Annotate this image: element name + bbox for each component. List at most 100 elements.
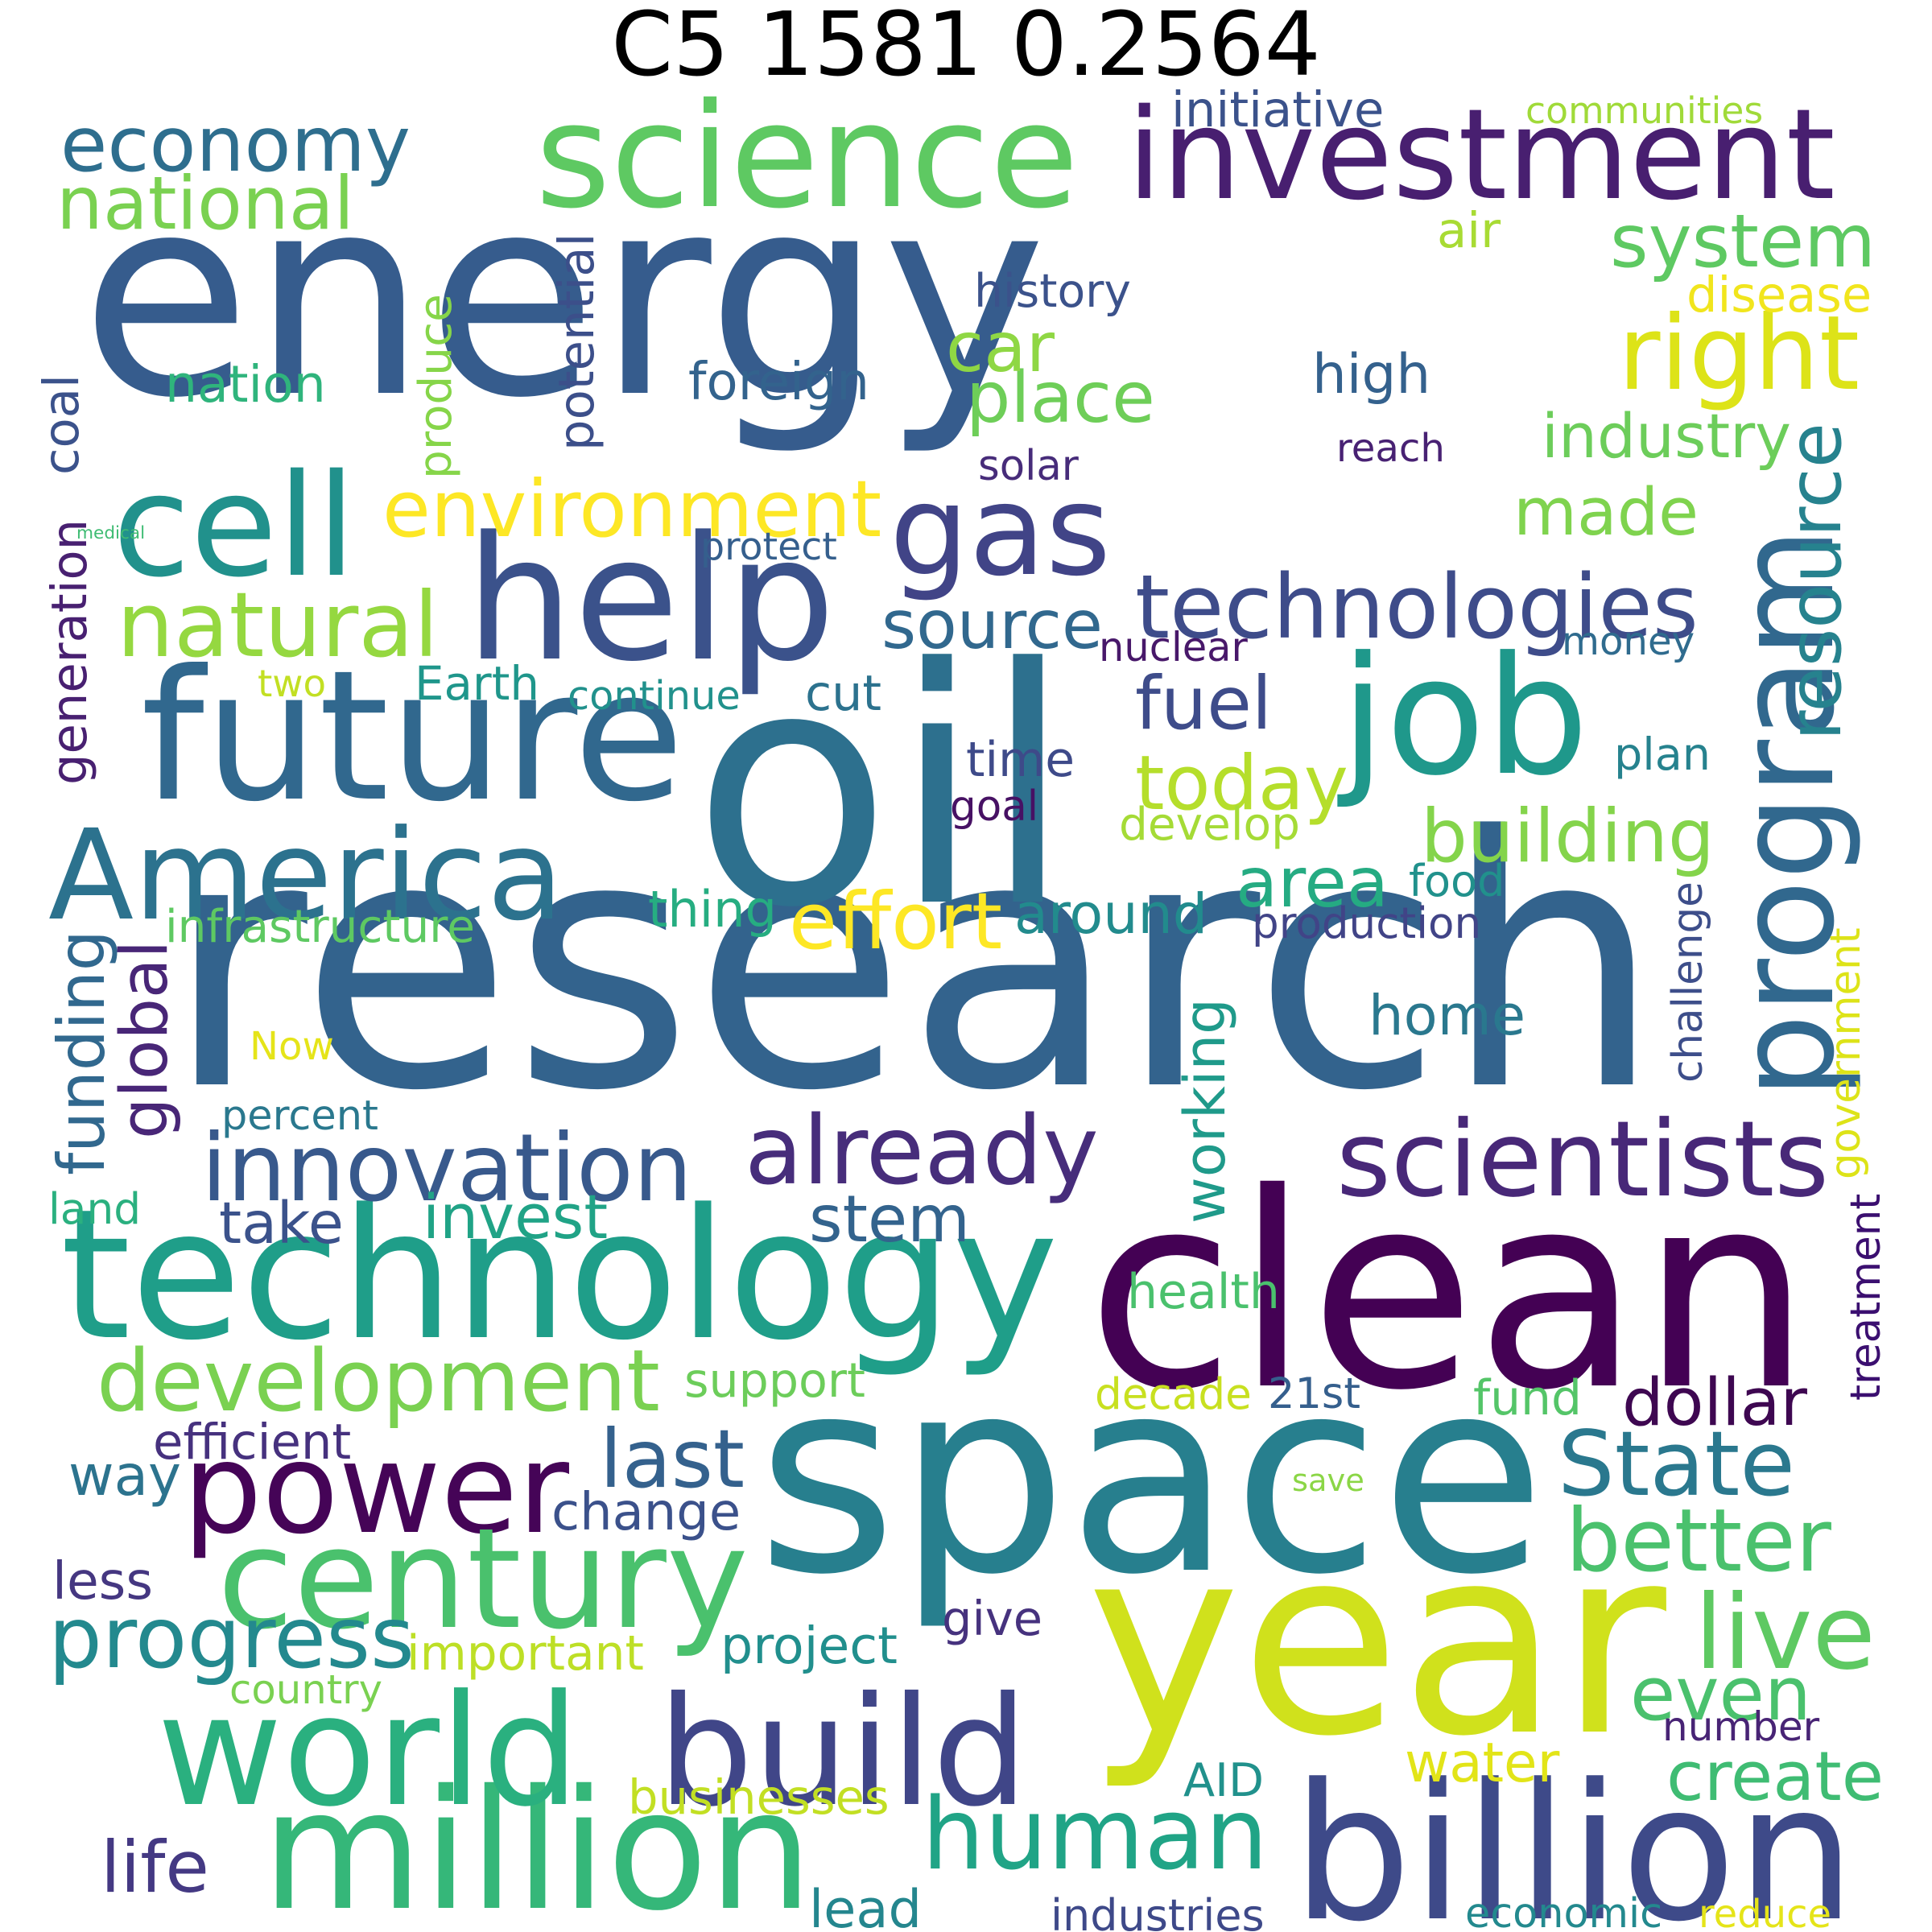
word-century: century <box>217 1498 749 1661</box>
word-country: country <box>229 1666 383 1714</box>
word-generation: generation <box>42 518 99 785</box>
word-building: building <box>1421 794 1715 880</box>
word-money: money <box>1562 619 1695 665</box>
word-potential: potential <box>549 233 606 451</box>
word-job: job <box>1340 621 1589 811</box>
word-live: live <box>1695 1574 1876 1694</box>
word-time: time <box>966 732 1075 789</box>
word-place: place <box>966 357 1155 440</box>
word-cell: cell <box>113 444 356 609</box>
word-treatment: treatment <box>1842 1193 1891 1401</box>
word-gas: gas <box>890 458 1112 605</box>
word-change: change <box>551 1483 741 1543</box>
word-project: project <box>720 1616 898 1676</box>
word-life: life <box>101 1825 209 1909</box>
word-thing: thing <box>648 879 777 939</box>
word-environment: environment <box>382 463 882 555</box>
word-working: working <box>1171 998 1239 1224</box>
word-natural: natural <box>117 572 439 678</box>
word-foreign: foreign <box>688 352 869 412</box>
word-high: high <box>1312 342 1431 407</box>
word-right: right <box>1618 294 1860 415</box>
word-lead: lead <box>809 1878 922 1932</box>
word-coal: coal <box>32 374 90 475</box>
word-medical: medical <box>76 522 146 543</box>
word-economy: economy <box>60 100 411 189</box>
word-produce: produce <box>410 294 463 479</box>
word-reduce: reduce <box>1699 1891 1832 1932</box>
word-better: better <box>1566 1491 1831 1592</box>
word-global: global <box>106 939 183 1139</box>
word-percent: percent <box>221 1092 378 1141</box>
word-space: space <box>757 1319 1546 1633</box>
word-land: land <box>48 1183 142 1234</box>
word-funding: funding <box>43 930 119 1175</box>
word-already: already <box>745 1096 1099 1207</box>
word-solar: solar <box>978 442 1079 491</box>
word-economic: economic <box>1465 1889 1663 1932</box>
word-last: last <box>600 1411 745 1506</box>
word-made: made <box>1513 474 1699 551</box>
word-fund: fund <box>1473 1369 1583 1426</box>
word-number: number <box>1662 1703 1820 1751</box>
word-car: car <box>946 307 1055 388</box>
word-develop: develop <box>1119 798 1300 851</box>
word-technology: technology <box>60 1170 1059 1381</box>
word-protect: protect <box>700 525 837 570</box>
word-less: less <box>52 1550 153 1612</box>
word-innovation: innovation <box>201 1114 693 1223</box>
word-science: science <box>535 72 1079 242</box>
word-decade: decade <box>1095 1368 1252 1419</box>
word-industry: industry <box>1542 400 1792 472</box>
word-national: national <box>56 159 355 246</box>
word-investment: investment <box>1127 80 1835 228</box>
word-research: research <box>165 764 1662 1167</box>
word-invest: invest <box>423 1181 609 1253</box>
word-today: today <box>1135 738 1348 827</box>
word-initiative: initiative <box>1171 82 1385 139</box>
word-progress: progress <box>48 1588 415 1688</box>
word-now: Now <box>250 1023 334 1069</box>
word-stem: stem <box>809 1182 970 1257</box>
word-efficient: efficient <box>153 1414 352 1472</box>
word-aid: AID <box>1183 1753 1265 1807</box>
word-give: give <box>942 1590 1043 1646</box>
word-water: water <box>1405 1731 1560 1795</box>
word-way: way <box>68 1444 181 1509</box>
word-challenge: challenge <box>1663 881 1712 1083</box>
word-area: area <box>1236 843 1389 923</box>
word-earth: Earth <box>415 656 539 712</box>
word-nuclear: nuclear <box>1099 624 1248 671</box>
word-human: human <box>922 1777 1269 1893</box>
word-continue: continue <box>568 672 741 720</box>
word-food: food <box>1409 856 1505 906</box>
word-plan: plan <box>1614 728 1711 781</box>
word-production: production <box>1252 898 1482 948</box>
word-scientists: scientists <box>1336 1097 1830 1220</box>
word-government: government <box>1822 927 1871 1179</box>
word-infrastructure: infrastructure <box>165 901 475 954</box>
word-state: State <box>1558 1413 1795 1517</box>
word-development: development <box>97 1332 660 1432</box>
word-disease: disease <box>1686 267 1872 324</box>
word-21st: 21st <box>1268 1369 1360 1419</box>
word-fuel: fuel <box>1135 661 1273 746</box>
word-save: save <box>1292 1462 1364 1499</box>
cloud-title: C5 1581 0.2564 <box>611 0 1321 96</box>
word-industries: industries <box>1051 1890 1265 1932</box>
word-effort: effort <box>789 875 1003 968</box>
word-home: home <box>1368 984 1526 1049</box>
word-nation: nation <box>165 353 326 414</box>
word-communities: communities <box>1525 89 1764 132</box>
word-support: support <box>684 1352 865 1408</box>
word-important: important <box>407 1626 644 1682</box>
word-take: take <box>219 1190 344 1257</box>
word-america: America <box>48 802 564 948</box>
word-two: two <box>258 662 327 706</box>
word-world: world <box>157 1661 580 1840</box>
word-power: power <box>183 1416 569 1563</box>
word-oil: oil <box>692 598 1073 979</box>
word-create: create <box>1666 1736 1885 1817</box>
word-future: future <box>141 631 684 842</box>
